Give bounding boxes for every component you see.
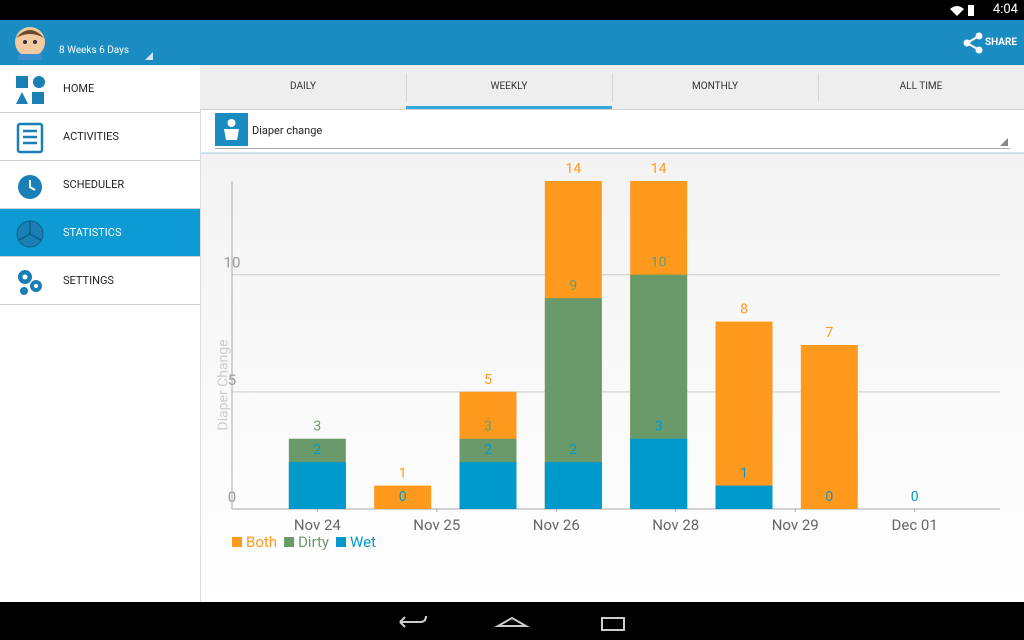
tab-separator <box>818 73 819 101</box>
x-tick-label: Nov 29 <box>772 516 819 534</box>
bar <box>288 462 346 509</box>
action-bar: 8 Weeks 6 Days SHARE <box>0 20 1024 65</box>
menu-label: SETTINGS <box>63 274 114 287</box>
data-label: 2 <box>313 442 321 458</box>
data-label: 2 <box>484 442 492 458</box>
legend-label: Dirty <box>298 533 329 551</box>
diaper-icon <box>215 113 248 146</box>
data-label: 3 <box>313 419 321 435</box>
menu-label: ACTIVITIES <box>63 130 119 143</box>
x-tick-label: Nov 28 <box>652 516 699 534</box>
menu-icon <box>16 122 44 154</box>
legend-label: Wet <box>350 533 376 551</box>
data-label: 2 <box>569 442 577 458</box>
bar <box>715 321 773 509</box>
bar <box>715 485 773 509</box>
data-label: 3 <box>655 419 663 435</box>
tab[interactable]: WEEKLY <box>406 65 612 109</box>
menu-icon <box>16 220 44 248</box>
data-label: 0 <box>825 489 833 505</box>
legend-swatch <box>336 537 347 547</box>
data-label: 3 <box>484 419 492 435</box>
bar <box>630 438 688 509</box>
menu-item[interactable]: ACTIVITIES <box>0 113 200 161</box>
menu-icon <box>18 270 42 295</box>
x-tick-label: Nov 25 <box>413 516 460 534</box>
tab-separator <box>406 73 407 101</box>
data-label: 1 <box>740 466 748 482</box>
status-icons <box>950 5 974 16</box>
activity-dropdown[interactable]: Diaper change <box>215 113 1010 149</box>
data-label: 0 <box>911 489 919 505</box>
data-label: 0 <box>399 489 407 505</box>
bar <box>800 345 858 509</box>
clock: 4:04 <box>992 2 1018 17</box>
x-tick-label: Dec 01 <box>892 516 938 534</box>
legend-label: Both <box>246 533 277 551</box>
side-menu: HOME ACTIVITIES SCHEDULER STATISTICS SETTING… <box>0 65 201 602</box>
data-label: 9 <box>569 278 577 294</box>
tab[interactable]: ALL TIME <box>899 81 943 92</box>
dropdown-arrow <box>145 52 153 60</box>
share-icon[interactable] <box>962 32 984 54</box>
bar <box>544 462 602 509</box>
menu-item[interactable]: STATISTICS <box>0 209 200 257</box>
bar <box>374 485 432 509</box>
status-bar: 4:04 <box>0 0 1024 20</box>
activity-label: Diaper change <box>252 124 323 137</box>
data-label: 14 <box>651 161 667 177</box>
chart-background <box>201 153 1024 602</box>
data-label: 10 <box>651 255 667 271</box>
data-label: 7 <box>825 325 833 341</box>
data-label: 8 <box>740 302 748 318</box>
legend-swatch <box>284 537 295 547</box>
menu-icon <box>16 76 45 104</box>
baby-age[interactable]: 8 Weeks 6 Days <box>59 45 130 56</box>
share-button[interactable]: SHARE <box>985 37 1018 48</box>
legend-swatch <box>232 537 242 547</box>
data-label: 1 <box>399 466 407 482</box>
bar <box>459 462 517 509</box>
menu-label: SCHEDULER <box>63 178 125 191</box>
data-label: 5 <box>484 372 492 388</box>
menu-label: HOME <box>63 82 95 95</box>
x-tick-label: Nov 26 <box>533 516 580 534</box>
menu-item[interactable]: SCHEDULER <box>0 161 200 209</box>
baby-avatar[interactable] <box>12 24 48 60</box>
data-label: 14 <box>565 161 581 177</box>
period-tabs: DAILY WEEKLY MONTHLY ALL TIME <box>200 65 1024 110</box>
system-nav-bar <box>0 602 1024 640</box>
y-axis-title: Diaper Change <box>216 339 232 430</box>
menu-item[interactable]: HOME <box>0 65 200 113</box>
menu-icon <box>18 175 42 199</box>
tab-separator <box>612 73 613 101</box>
system-nav-buttons[interactable] <box>390 610 640 634</box>
x-tick-label: Nov 24 <box>294 516 342 534</box>
menu-label: STATISTICS <box>63 226 122 239</box>
tab[interactable]: MONTHLY <box>692 81 738 92</box>
tab[interactable]: DAILY <box>290 81 316 92</box>
dropdown-arrow <box>1000 138 1008 146</box>
menu-item[interactable]: SETTINGS <box>0 257 200 305</box>
